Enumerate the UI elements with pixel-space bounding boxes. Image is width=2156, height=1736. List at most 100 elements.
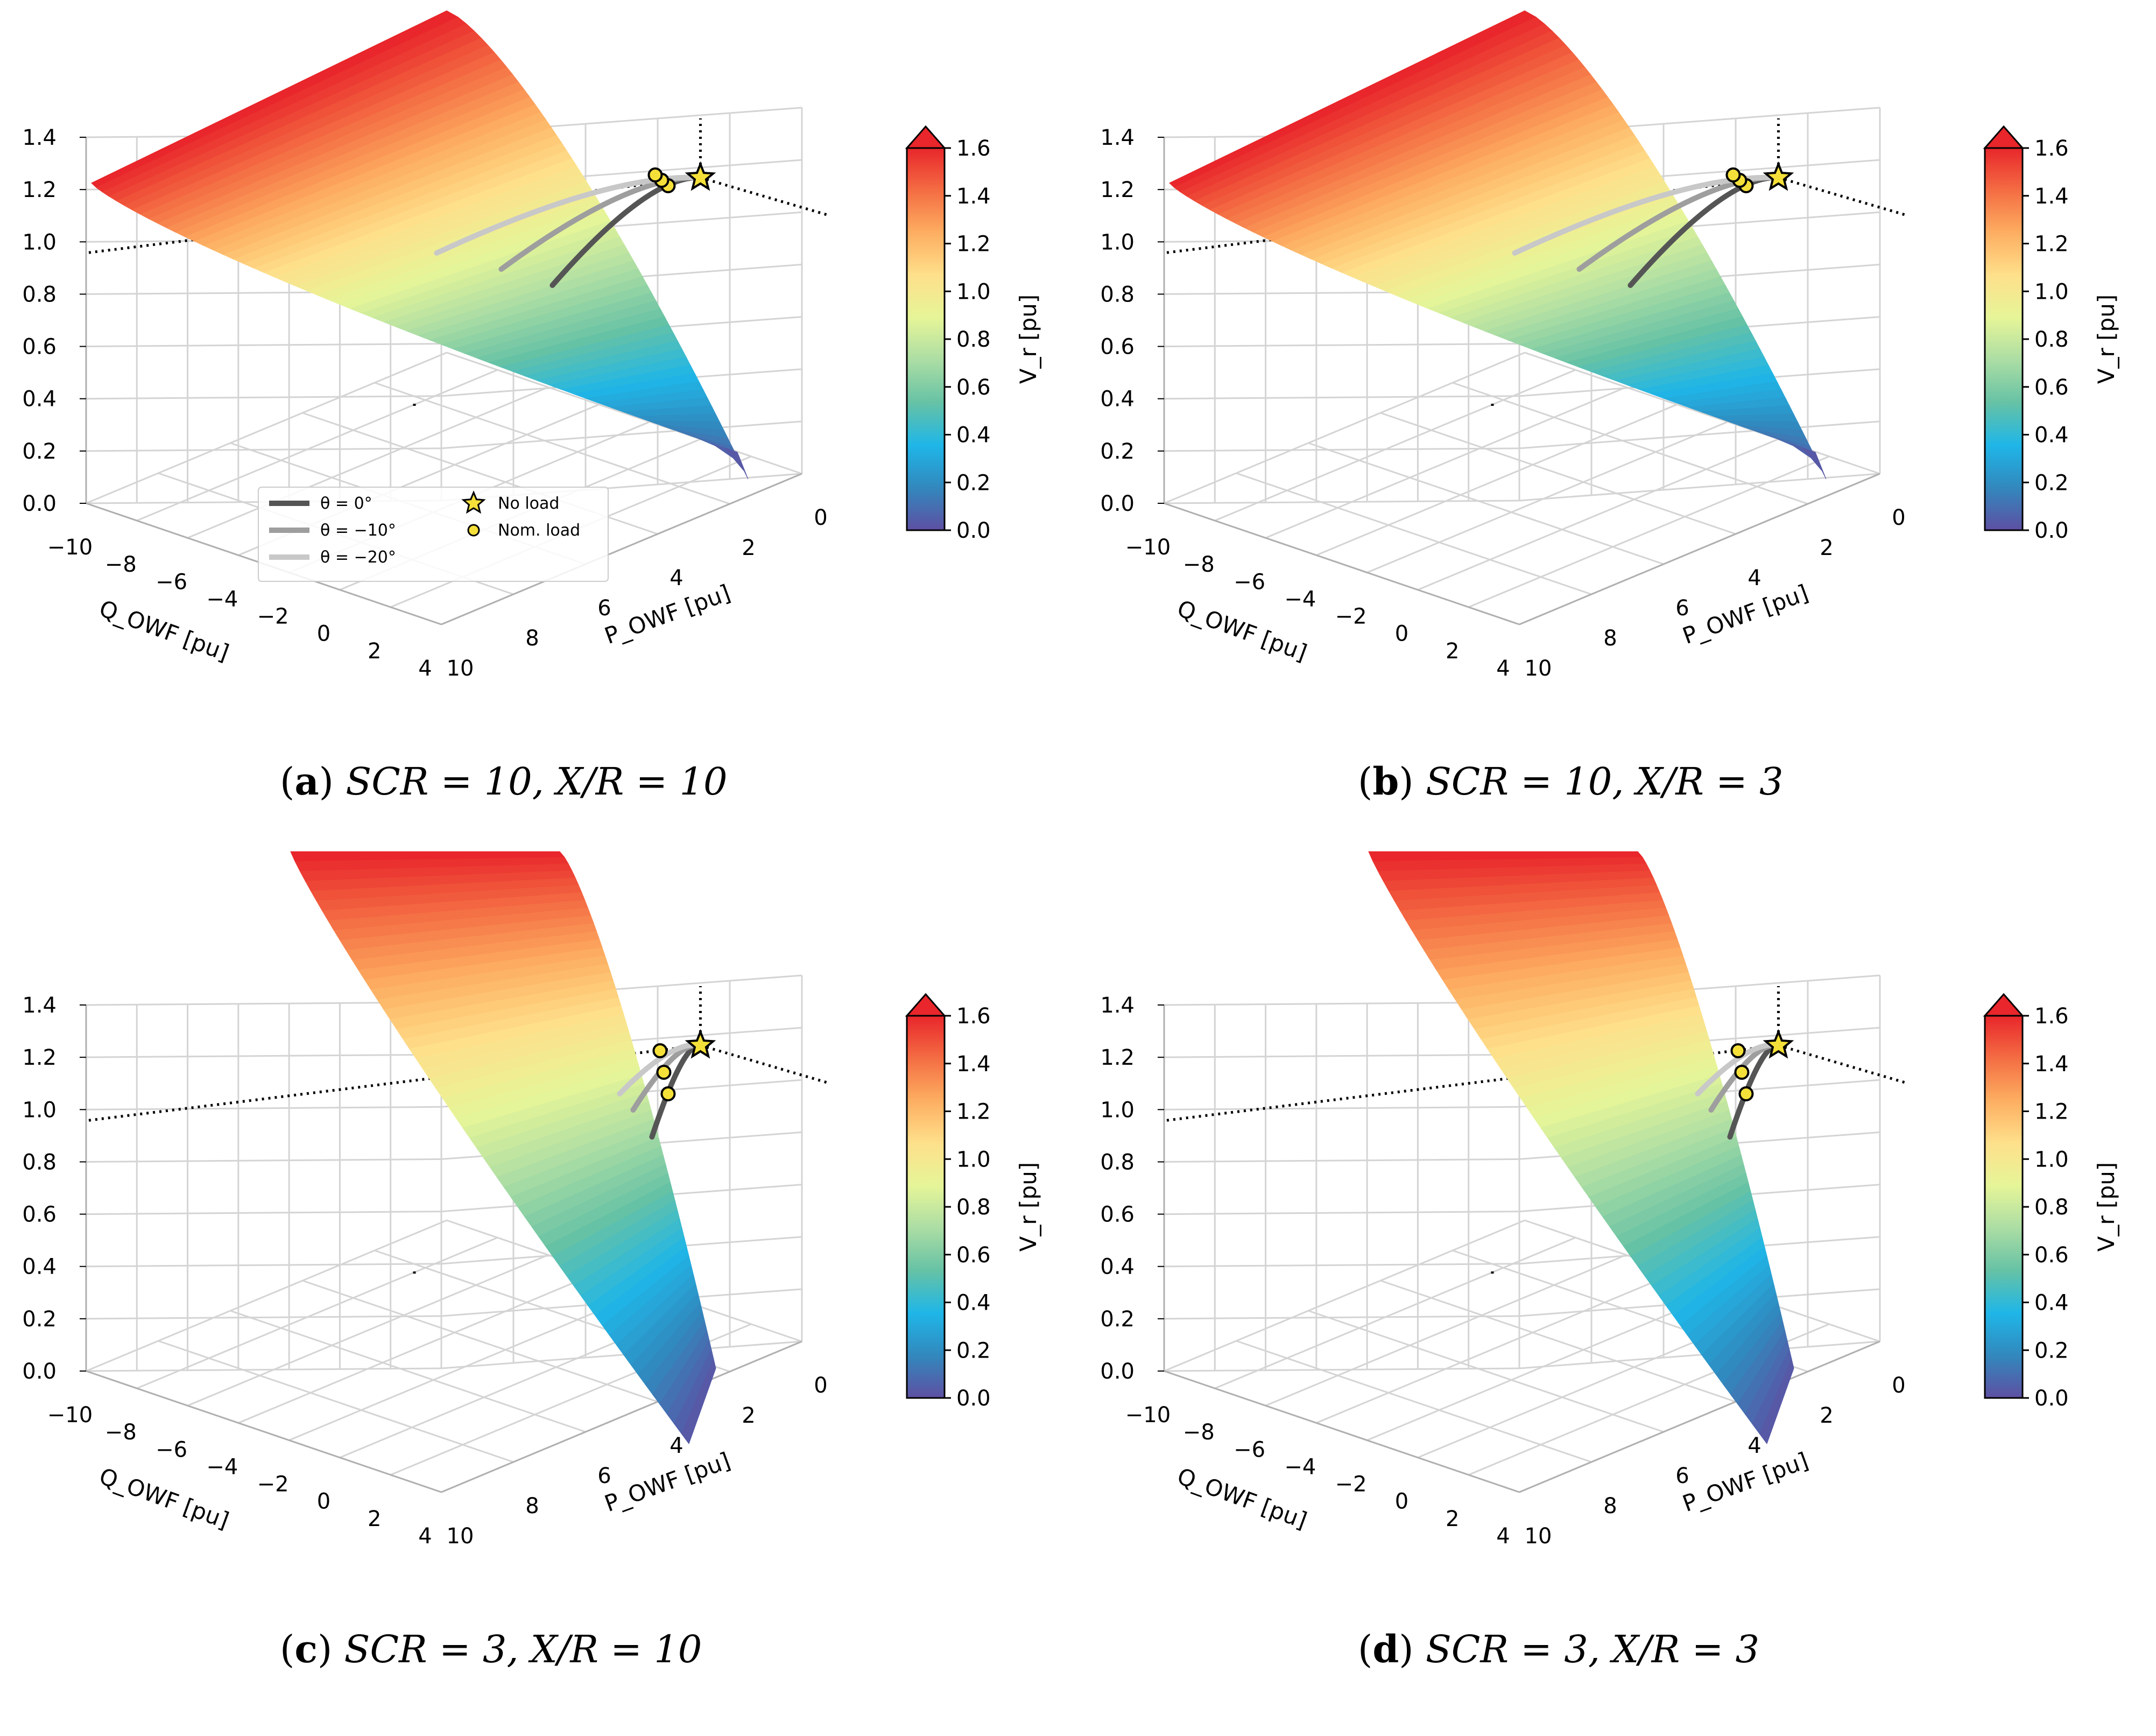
grid-line [1468,455,1830,608]
q-tick-label: 2 [368,1507,381,1531]
z-tick-label: 1.2 [1100,1045,1135,1070]
colorbar-tick-label: 1.6 [956,1004,991,1029]
colorbar-extend-arrow [905,125,947,149]
colorbar-tick-label: 0.0 [2034,1386,2069,1411]
p-tick-label: 8 [1603,1494,1617,1519]
legend-circle-swatch [467,524,480,537]
colorbar-tick-label: 0.4 [2034,423,2069,448]
grid-line [1164,1367,1520,1372]
colorbar-tick-label: 0.6 [956,375,991,400]
caption-letter: (b) [1358,759,1426,804]
colorbar-extend-arrow [1983,125,2025,149]
grid-line [1164,1211,1520,1215]
q-tick-label: −4 [1284,587,1316,612]
colorbar-label: V_r [pu] [1015,1162,1041,1252]
colorbar-bar [1984,1015,2024,1399]
p-tick-label: 2 [1820,536,1833,560]
grid-line [1316,1271,1678,1424]
p-axis-label: P_OWF [pu] [1679,580,1812,650]
no-load-star [1763,1029,1794,1059]
z-tick-label: 1.0 [1100,1098,1135,1122]
colorbar-tick-label: 1.0 [2034,279,2069,304]
colorbar-label: V_r [pu] [1015,294,1041,384]
grid-line [230,1310,586,1433]
p-tick-label: 8 [525,626,539,651]
caption-d: (d) SCR = 3, X/R = 3 [1358,1627,1759,1671]
subplot-c: 0.0 0.2 0.4 0.6 0.8 1.0 1.2 1.4 −10 −8 −6 −4 −2 0 2 4 0 2… [0,851,1078,1736]
nominal-load-marker [656,1065,672,1080]
colorbar-tick-label: 1.0 [956,1147,991,1172]
p-axis-line [1519,473,1880,625]
surface [1169,10,1827,480]
axes [1163,1005,1880,1493]
q-tick-label: −2 [257,605,289,629]
q-tick-label: −2 [257,1472,289,1497]
q-axis-line [1164,1370,1520,1493]
nominal-load-marker [652,1043,668,1058]
colorbar-tick-label: 0.2 [2034,1338,2069,1363]
caption-letter: (a) [280,759,346,804]
grid-line [86,447,442,452]
z-tick-label: 0.8 [1100,1150,1135,1175]
q-tick-label: 0 [1395,1489,1408,1514]
grid-line [441,1340,802,1369]
p-axis-line [441,473,802,625]
colorbar-tick-label: 0.6 [2034,375,2069,400]
legend-label: θ = −10° [320,521,396,540]
colorbar-tick-label: 0.6 [2034,1243,2069,1268]
q-tick-label: 4 [1496,1524,1510,1549]
grid-line [1308,1310,1664,1433]
p-tick-label: 0 [814,1373,827,1398]
legend-star-swatch [461,490,486,514]
grid-line [446,352,802,475]
grid-line [86,395,442,400]
colorbar-tick-label: 0.4 [956,423,991,448]
p-tick-label: 10 [447,1524,474,1549]
z-tick-label: 0.4 [22,387,57,412]
q-tick-label: 2 [1446,639,1459,664]
legend-box [258,487,609,582]
colorbar-tick-label: 0.8 [956,1195,991,1220]
grid-line [86,1158,442,1163]
q-tick-label: −8 [1183,1420,1215,1445]
grid-line [1214,1236,1576,1389]
grid-line [1164,395,1520,400]
grid-line [1164,1263,1520,1268]
colorbar-tick-label: 1.4 [956,1052,991,1077]
grid-line [1164,500,1520,504]
caption-letter: (d) [1358,1627,1426,1671]
z-tick-label: 0.8 [22,282,57,307]
grid-line [1164,1158,1520,1163]
colorbar-label: V_r [pu] [2093,294,2119,384]
grid-line [1316,404,1678,556]
z-tick-label: 0.8 [22,1150,57,1175]
chart-svg-b: 0.0 0.2 0.4 0.6 0.8 1.0 1.2 1.4 −10 −8 −6 −4 −2 0 2 4 0 2… [1100,10,2119,681]
no-load-star [1763,161,1794,191]
q-tick-label: −6 [1234,570,1265,594]
grid-line [1164,1053,1520,1058]
grid-line [1236,1340,1592,1463]
no-load-star [685,1029,716,1059]
ref-line-p [1778,176,1907,217]
z-tick-label: 1.4 [22,125,57,150]
q-tick-label: −6 [156,1437,187,1462]
surface [91,10,749,480]
q-tick-label: −10 [47,1403,93,1428]
colorbar-tick-label: 1.2 [2034,232,2069,257]
colorbar-tick-label: 0.2 [956,1338,991,1363]
nominal-load-marker [1734,1065,1750,1080]
q-tick-label: −6 [1234,1437,1265,1462]
colorbar-tick-label: 0.2 [2034,470,2069,495]
p-tick-label: 6 [1675,1464,1689,1488]
grid-line [1524,352,1880,475]
caption-a: (a) SCR = 10, X/R = 10 [280,759,728,804]
grid-line [1164,1315,1520,1320]
p-tick-label: 6 [597,596,611,621]
grid-line [1366,421,1728,573]
grid-line [1265,1254,1627,1407]
p-tick-label: 10 [1525,656,1552,681]
p-axis-label: P_OWF [pu] [601,580,734,650]
grid-line [86,352,447,504]
colorbar-bar [1984,147,2024,531]
